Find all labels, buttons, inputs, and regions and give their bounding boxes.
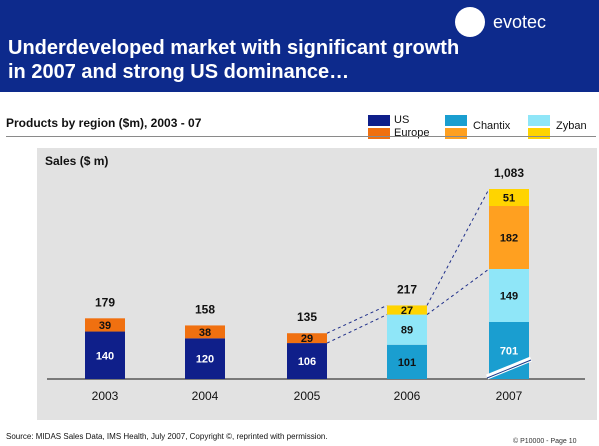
chart-svg: Sales ($ m) 2003 2004 2005 2006 2007 140 39 120 3… — [45, 154, 585, 403]
footer-code: © P10000 - Page 10 — [513, 438, 577, 445]
connector-2006-2007-top — [426, 188, 490, 306]
x-tick-label-2004: 2004 — [192, 389, 219, 403]
bar-europe-2003 — [85, 318, 125, 332]
bar-chantix-europe-2007 — [489, 206, 529, 269]
y-axis-label: Sales ($ m) — [45, 154, 108, 168]
legend-label-chantix: Chantix — [473, 120, 511, 132]
legend-swatch-chantix-us — [445, 115, 467, 126]
bar-zyban-europe-2006-label: 27 — [401, 305, 413, 317]
connector-2005-2006-top — [326, 304, 388, 334]
total-label-2004: 158 — [195, 302, 215, 316]
legend-label-europe: Europe — [394, 127, 430, 139]
total-label-2007: 1,083 — [494, 166, 524, 180]
legend-label-zyban: Zyban — [556, 120, 587, 132]
bar-zyban-us-2007 — [489, 269, 529, 322]
bar-us-2003-label: 140 — [96, 350, 114, 362]
bar-us-2004 — [185, 338, 225, 379]
bar-europe-2005-label: 29 — [301, 333, 313, 345]
connector-2005-2006-bottom — [326, 314, 388, 344]
bar-us-2004-label: 120 — [196, 354, 214, 366]
bar-zyban-us-2006 — [387, 314, 427, 345]
bar-chantix-us-2007-label: 701 — [500, 346, 518, 358]
bar-europe-2005 — [287, 333, 327, 344]
axis-break-edge — [486, 359, 532, 379]
legend-swatch-us — [368, 115, 390, 126]
connector-2006-2007-bottom — [426, 268, 490, 315]
legend-label-us: US — [394, 114, 410, 126]
divider-rule — [6, 136, 596, 137]
bar-us-2005-label: 106 — [298, 356, 316, 368]
bar-zyban-europe-2006 — [387, 305, 427, 315]
header-banner: Underdeveloped market with significant g… — [0, 0, 599, 92]
page-title: Underdeveloped market with significant g… — [8, 36, 478, 84]
bar-europe-2004 — [185, 325, 225, 339]
chart-subtitle: Products by region ($m), 2003 - 07 — [6, 116, 202, 130]
legend-swatch-zyban-us — [528, 115, 550, 126]
bar-europe-2003-label: 39 — [99, 320, 111, 332]
chart-area: Sales ($ m) 2003 2004 2005 2006 2007 140 39 120 3… — [37, 148, 597, 420]
bar-chantix-us-2006 — [387, 344, 427, 379]
bar-europe-2004-label: 38 — [199, 327, 211, 339]
evotec-logo: evotec — [455, 4, 595, 44]
total-label-2006: 217 — [397, 282, 417, 296]
bar-us-2005 — [287, 343, 327, 379]
x-tick-label-2007: 2007 — [496, 389, 523, 403]
bar-chantix-us-2006-label: 101 — [398, 357, 416, 369]
total-label-2005: 135 — [297, 310, 317, 324]
legend-swatch-chantix-europe — [445, 128, 467, 139]
bar-chantix-europe-2007-label: 182 — [500, 233, 518, 245]
bar-zyban-europe-2007-label: 51 — [503, 193, 515, 205]
legend-swatch-europe — [368, 128, 390, 139]
bar-zyban-us-2007-label: 149 — [500, 291, 518, 303]
bar-zyban-us-2006-label: 89 — [401, 325, 413, 337]
title-line-2: in 2007 and strong US dominance… — [8, 61, 350, 83]
x-tick-label-2005: 2005 — [294, 389, 321, 403]
bar-zyban-europe-2007 — [489, 189, 529, 206]
total-label-2003: 179 — [95, 295, 115, 309]
axis-break-mark — [486, 356, 532, 380]
logo-circle-icon — [455, 7, 485, 37]
x-tick-label-2006: 2006 — [394, 389, 421, 403]
title-line-1: Underdeveloped market with significant g… — [8, 37, 460, 59]
source-note: Source: MIDAS Sales Data, IMS Health, Ju… — [6, 432, 328, 441]
legend-swatch-zyban-europe — [528, 128, 550, 139]
x-tick-label-2003: 2003 — [92, 389, 119, 403]
bar-us-2003 — [85, 331, 125, 379]
logo-text: evotec — [493, 12, 547, 32]
